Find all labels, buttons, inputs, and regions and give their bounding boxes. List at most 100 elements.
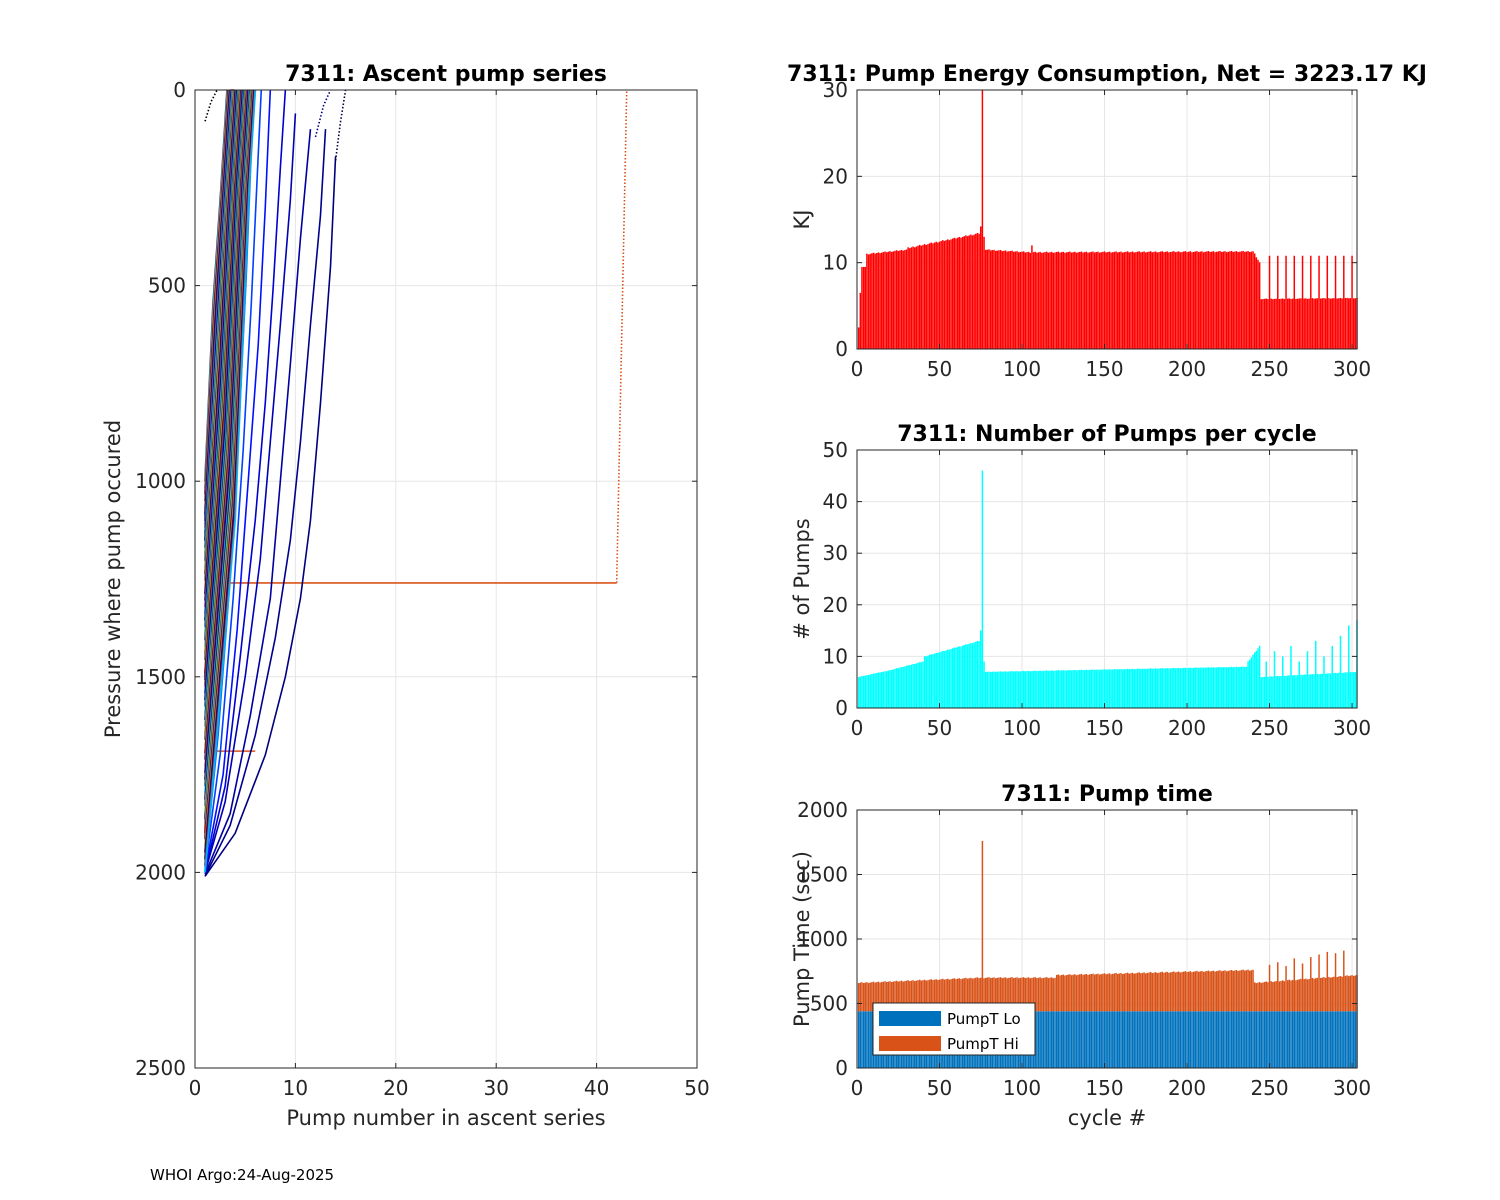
bar — [1252, 251, 1254, 349]
bar — [866, 1011, 868, 1068]
bar — [991, 977, 994, 1012]
bar — [1212, 970, 1215, 1012]
bar — [1329, 977, 1332, 1012]
bar — [1021, 251, 1023, 349]
bar — [1179, 252, 1182, 349]
bar — [1088, 1011, 1091, 1068]
bar — [914, 247, 916, 349]
bar — [1141, 251, 1144, 349]
bar — [857, 1011, 860, 1068]
bar — [1303, 298, 1305, 349]
bar — [874, 982, 876, 1012]
bar — [1168, 668, 1170, 708]
bar — [1103, 251, 1106, 349]
bar — [1148, 972, 1150, 1012]
y-axis-label: Pump Time (sec) — [790, 851, 814, 1027]
bar — [1169, 1011, 1172, 1068]
bar — [857, 677, 860, 708]
bar — [955, 979, 957, 1012]
bar — [1024, 671, 1027, 708]
bar — [923, 979, 926, 1012]
bar — [1075, 975, 1078, 1012]
bar — [1145, 1011, 1147, 1068]
bar — [937, 653, 939, 708]
bar — [1282, 656, 1284, 708]
bar — [1206, 970, 1208, 1012]
bar — [1179, 972, 1182, 1012]
bar — [1270, 676, 1272, 708]
bar — [1060, 1011, 1063, 1068]
y-tick-label: 30 — [823, 78, 848, 102]
bar — [968, 235, 970, 349]
bar — [1092, 973, 1094, 1012]
bar — [980, 977, 982, 1012]
bar — [978, 233, 980, 349]
bar — [1311, 298, 1314, 349]
bar — [895, 980, 898, 1012]
bar — [1164, 251, 1167, 349]
bar — [1151, 252, 1154, 349]
bar — [885, 671, 888, 708]
bar — [1110, 252, 1112, 349]
bar — [1140, 252, 1142, 349]
bar — [1173, 667, 1175, 708]
bar — [935, 652, 937, 708]
bar — [1014, 251, 1017, 349]
bar — [1201, 1011, 1203, 1068]
bar — [1237, 667, 1239, 708]
bar — [1229, 666, 1231, 708]
x-tick-label: 30 — [483, 1076, 508, 1100]
bar — [1083, 974, 1086, 1012]
bar — [859, 1011, 862, 1068]
bar — [1189, 251, 1192, 349]
bar — [1239, 970, 1241, 1012]
bar — [1059, 252, 1061, 349]
bar — [1042, 1011, 1045, 1068]
bar — [1232, 1011, 1234, 1068]
bar — [1298, 298, 1300, 349]
bar — [1164, 972, 1167, 1012]
bar — [1026, 671, 1028, 708]
x-tick-label: 150 — [1085, 716, 1123, 740]
bar — [1060, 670, 1063, 708]
bar — [994, 250, 997, 349]
bar — [1212, 251, 1215, 349]
bar — [917, 245, 919, 349]
bar — [1258, 1011, 1261, 1068]
bar — [1093, 974, 1096, 1012]
bar — [1112, 973, 1114, 1012]
bar — [1107, 669, 1109, 708]
bar — [1163, 668, 1165, 708]
bar — [1329, 298, 1332, 349]
bar — [1209, 667, 1211, 708]
bar — [945, 240, 947, 349]
bar — [971, 643, 974, 708]
bar — [1062, 670, 1065, 708]
bar — [1032, 252, 1035, 349]
bar — [904, 666, 906, 708]
bar — [933, 242, 936, 349]
bar — [1176, 971, 1178, 1012]
bar — [1067, 1011, 1069, 1068]
bar — [899, 667, 901, 708]
bar — [1349, 975, 1352, 1012]
bar — [1110, 1011, 1112, 1068]
bar — [1311, 674, 1314, 708]
bar — [1164, 1011, 1167, 1068]
bar — [956, 237, 959, 349]
bar — [1128, 1011, 1131, 1068]
bar — [1178, 667, 1180, 708]
bar — [1290, 980, 1292, 1012]
bar — [1354, 298, 1357, 349]
bar — [1204, 667, 1206, 708]
bar — [1090, 974, 1093, 1012]
bar — [1245, 1011, 1248, 1068]
bar — [1026, 252, 1028, 349]
bar — [1239, 1011, 1241, 1068]
bar — [1248, 252, 1251, 349]
bar — [1225, 971, 1228, 1012]
bar — [932, 654, 934, 708]
bar — [999, 977, 1002, 1012]
bar — [981, 90, 984, 349]
bar — [1126, 972, 1129, 1012]
